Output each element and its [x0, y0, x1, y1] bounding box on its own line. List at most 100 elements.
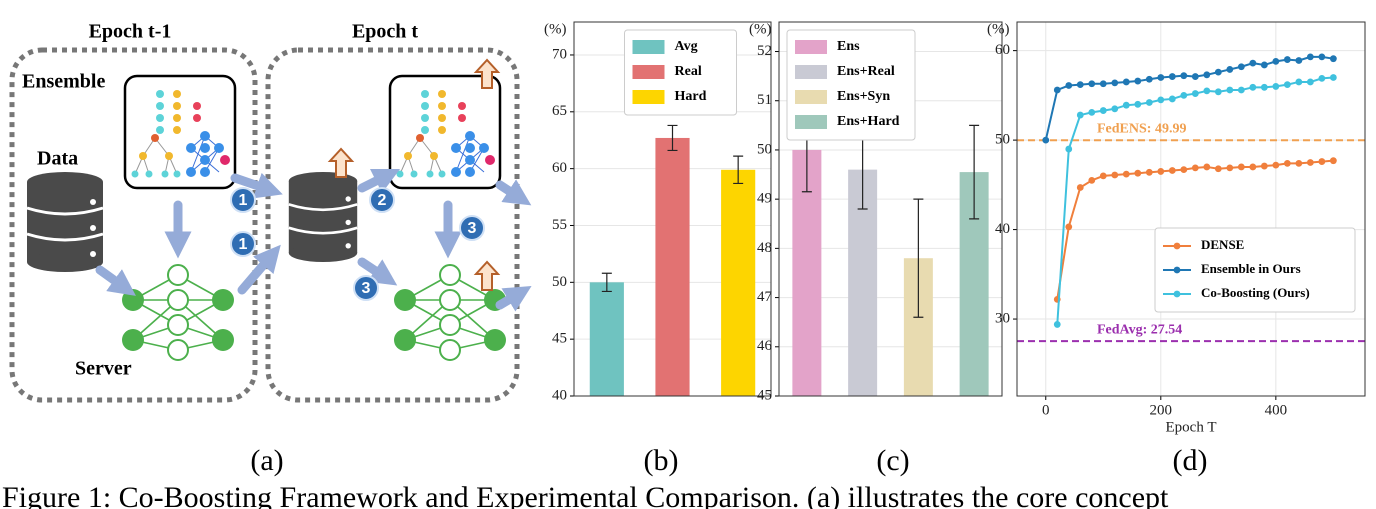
plot-frame — [1016, 21, 1366, 397]
point — [1237, 63, 1245, 71]
point — [1088, 176, 1096, 184]
legend-label: Ens+Syn — [837, 89, 890, 104]
panel-label: (c) — [876, 444, 909, 477]
reference-label: FedENS: 49.99 — [1097, 121, 1186, 136]
point — [1203, 71, 1211, 79]
arrows — [95, 168, 532, 312]
y-tick-label: 51 — [757, 92, 772, 108]
diagram: Epoch t-1 Epoch t Ensemble Data Server 1… — [9, 21, 532, 403]
point — [1283, 81, 1291, 89]
point — [1329, 157, 1337, 165]
point — [1214, 88, 1222, 96]
point — [1053, 86, 1061, 94]
point — [1272, 83, 1280, 90]
point — [1122, 78, 1130, 86]
point — [1122, 170, 1130, 178]
legend-label: Real — [675, 64, 702, 79]
y-axis-label: (%) — [987, 21, 1010, 37]
point — [1180, 72, 1188, 80]
point — [1260, 61, 1268, 69]
point — [1157, 74, 1165, 81]
panel-label: (a) — [250, 444, 283, 477]
point — [1191, 164, 1199, 172]
legend-label: Ensemble in Ours — [1201, 261, 1301, 276]
point — [1306, 78, 1314, 86]
y-tick-label: 50 — [757, 141, 772, 157]
point — [1134, 169, 1142, 177]
legend-swatch — [795, 40, 827, 54]
step-badge — [369, 187, 395, 213]
point — [1099, 80, 1107, 88]
plot-frame — [573, 21, 772, 397]
point — [1306, 159, 1314, 166]
y-axis-label: (%) — [749, 21, 772, 37]
legend-box — [786, 29, 916, 141]
panel-label: (d) — [1173, 444, 1208, 477]
point — [1042, 136, 1050, 144]
point — [1237, 163, 1245, 171]
x-axis-label: Epoch T — [1166, 419, 1217, 435]
y-tick-label: 40 — [995, 221, 1010, 237]
legend-label: Ens — [837, 39, 860, 54]
legend-swatch — [632, 90, 665, 104]
point — [1134, 77, 1142, 85]
caption: Figure 1: Co-Boosting Framework and Expe… — [2, 481, 1169, 509]
legend-swatch — [632, 40, 665, 54]
y-tick-label: 40 — [552, 387, 567, 403]
point — [1076, 184, 1084, 191]
plot-frame — [778, 21, 1003, 397]
point — [1180, 166, 1188, 174]
legend-swatch — [632, 65, 665, 79]
point — [1249, 59, 1257, 67]
y-tick-label: 70 — [552, 46, 567, 62]
chart: 45 46 47 48 49 50 51 52 (%) Ens Ens+Real Ens+Syn Ens… — [749, 21, 1003, 403]
error-bar — [601, 272, 612, 293]
legend-swatch — [795, 90, 827, 104]
y-tick-label: 50 — [995, 132, 1010, 148]
point — [1134, 100, 1142, 108]
step-badge — [353, 275, 379, 301]
step-number: 1 — [239, 192, 248, 209]
point — [1226, 86, 1234, 94]
series-line — [1044, 55, 1334, 141]
legend-marker — [1173, 290, 1181, 298]
bar — [721, 169, 756, 396]
legend-label: Ens+Hard — [837, 114, 900, 129]
point — [1191, 90, 1199, 97]
step-badge — [230, 231, 256, 257]
y-tick-label: 49 — [757, 191, 772, 207]
point — [1249, 163, 1257, 171]
y-tick-label: 47 — [757, 289, 773, 305]
point — [1329, 55, 1337, 63]
y-tick-label: 65 — [552, 103, 567, 119]
epoch-label: Epoch t-1 — [89, 21, 172, 43]
point — [1168, 167, 1176, 174]
y-tick-label: 46 — [757, 338, 773, 354]
point — [1318, 158, 1326, 165]
legend-box — [1154, 227, 1356, 313]
point — [1295, 159, 1303, 167]
point — [1065, 82, 1073, 89]
point — [1099, 107, 1107, 114]
point — [1191, 73, 1199, 80]
point — [1283, 159, 1291, 167]
point — [1295, 57, 1303, 64]
error-bar — [969, 124, 980, 220]
point — [1226, 66, 1234, 73]
epoch-label: Epoch t — [352, 21, 418, 43]
point — [1076, 81, 1084, 89]
point — [1249, 83, 1257, 91]
point — [1168, 73, 1176, 80]
point — [1214, 165, 1222, 173]
point — [1295, 78, 1303, 86]
chart: 30 40 50 60 0 200 400 (%) Epoch T FedENS: 49.99 Fe… — [987, 21, 1366, 435]
y-tick-label: 60 — [552, 160, 567, 176]
ensemble-label: Ensemble — [22, 71, 105, 93]
legend-label: DENSE — [1201, 237, 1244, 252]
server-label: Server — [75, 358, 132, 380]
step-badge — [230, 187, 256, 213]
legend-swatch — [795, 65, 827, 79]
point — [1088, 80, 1096, 88]
point — [1306, 53, 1314, 61]
